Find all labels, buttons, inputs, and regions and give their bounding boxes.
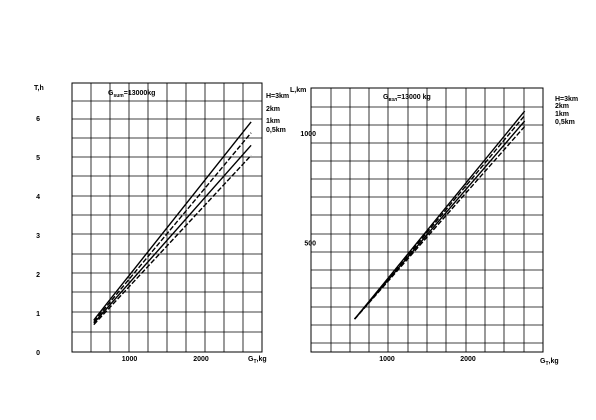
- chart-panel-1: [71, 82, 263, 353]
- series-label-2-2: 2km: [555, 103, 569, 110]
- x-axis-label-1: GT,kg: [248, 356, 267, 365]
- y-tick-label-1-1: 1: [36, 311, 40, 318]
- series-line-1-1: [93, 121, 252, 321]
- series-label-1-1: H=3km: [266, 93, 289, 100]
- chart-panel-2: [310, 87, 544, 353]
- series-line-2-4: [354, 125, 526, 320]
- y-tick-label-1-0: 0: [36, 350, 40, 357]
- series-label-2-4: 0,5km: [555, 119, 575, 126]
- y-tick-label-1-5: 5: [36, 155, 40, 162]
- y-axis-label-1: T,h: [34, 85, 44, 92]
- y-tick-label-1-4: 4: [36, 194, 40, 201]
- series-line-1-4: [93, 154, 252, 326]
- y-tick-label-1-6: 6: [36, 116, 40, 123]
- x-tick-label-1-0: 1000: [122, 356, 138, 363]
- series-label-1-4: 0,5km: [266, 127, 286, 134]
- x-tick-label-2-0: 1000: [379, 356, 395, 363]
- y-tick-label-1-2: 2: [36, 272, 40, 279]
- y-tick-label-2-1: 1000: [300, 131, 316, 138]
- series-line-1-3: [93, 144, 252, 324]
- series-line-1-2: [93, 132, 252, 323]
- y-axis-label-2: L,km: [290, 87, 306, 94]
- x-axis-label-2: GT,kg: [540, 358, 559, 367]
- plot-frame-1: [71, 82, 263, 353]
- y-tick-label-2-0: 500: [304, 241, 316, 248]
- weight-annotation-1: Gsum=13000kg: [108, 90, 155, 99]
- weight-annotation-2: Gвзл=13000 kg: [383, 94, 431, 103]
- x-tick-label-2-1: 2000: [460, 356, 476, 363]
- x-tick-label-1-1: 2000: [193, 356, 209, 363]
- series-label-2-3: 1km: [555, 111, 569, 118]
- series-label-1-2: 2km: [266, 106, 280, 113]
- y-tick-label-1-3: 3: [36, 233, 40, 240]
- series-label-2-1: H=3km: [555, 96, 578, 103]
- series-label-1-3: 1km: [266, 118, 280, 125]
- plot-frame-2: [310, 87, 544, 353]
